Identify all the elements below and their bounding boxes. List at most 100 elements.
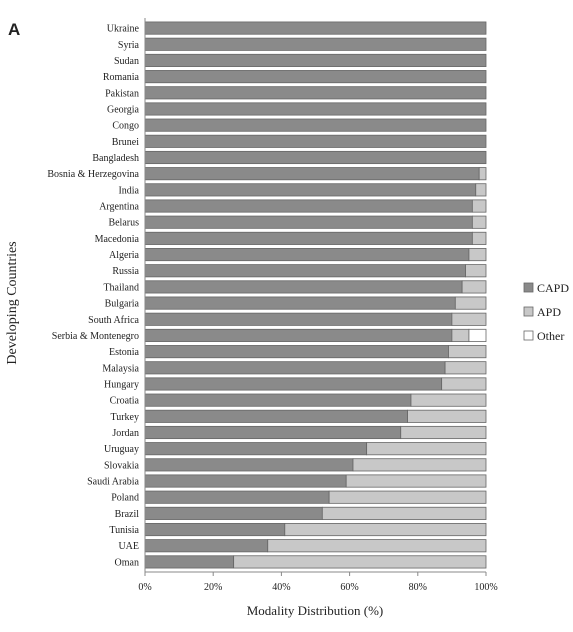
bar-apd-20	[448, 345, 487, 359]
y-tick-label: Turkey	[110, 412, 139, 423]
bar-apd-28	[345, 474, 487, 488]
bar-capd-28	[144, 474, 347, 488]
bar-capd-20	[144, 345, 449, 359]
y-tick-label: UAE	[118, 541, 139, 552]
bar-apd-21	[444, 361, 487, 375]
bar-apd-17	[454, 296, 487, 310]
y-tick-label: Jordan	[112, 428, 139, 439]
bar-apd-10	[475, 183, 487, 197]
bar-capd-7	[144, 134, 487, 148]
bar-capd-27	[144, 458, 354, 472]
bar-capd-25	[144, 425, 402, 440]
y-tick-label: Bangladesh	[92, 153, 139, 164]
bar-capd-30	[144, 506, 323, 520]
legend-label-apd: APD	[537, 305, 561, 319]
bar-capd-16	[144, 280, 463, 294]
y-tick-label: Croatia	[110, 396, 140, 407]
y-tick-label: Sudan	[114, 56, 139, 67]
bar-capd-21	[144, 361, 446, 375]
y-tick-label: Slovakia	[104, 460, 140, 471]
y-tick-label: Hungary	[104, 379, 139, 390]
bar-capd-29	[144, 490, 330, 504]
y-tick-label: Ukraine	[107, 24, 140, 35]
bar-apd-14	[468, 248, 487, 262]
bar-capd-14	[144, 248, 470, 262]
legend-label-capd: CAPD	[537, 281, 569, 295]
y-tick-label: Tunisia	[109, 525, 139, 536]
bar-apd-13	[471, 231, 487, 245]
axis-layer: Ukraine Syria Sudan Romania Pakistan Georgia C…	[47, 18, 498, 593]
y-tick-label: Argentina	[99, 202, 139, 213]
y-tick-label: Saudi Arabia	[87, 477, 139, 488]
y-tick-label: Romania	[103, 72, 140, 83]
legend-swatch-other	[523, 330, 534, 341]
bar-capd-4	[144, 86, 487, 100]
y-tick-label: Russia	[112, 266, 139, 277]
bar-capd-2	[144, 53, 487, 67]
y-tick-label: Thailand	[103, 282, 139, 293]
bar-apd-18	[451, 312, 487, 326]
bar-capd-6	[144, 118, 487, 132]
bar-capd-17	[144, 296, 456, 310]
bar-apd-15	[465, 264, 487, 278]
x-tick-label: 0%	[138, 582, 151, 593]
bar-apd-27	[352, 458, 487, 472]
y-tick-label: Serbia & Montenegro	[52, 331, 139, 342]
legend-label-other: Other	[537, 329, 564, 343]
bar-apd-22	[441, 377, 487, 391]
bar-capd-12	[144, 215, 473, 229]
bar-capd-10	[144, 183, 477, 197]
legend-swatch-capd	[523, 282, 534, 293]
y-tick-label: India	[118, 185, 139, 196]
bar-apd-12	[471, 215, 487, 229]
y-tick-label: Brazil	[115, 509, 140, 520]
panel-label: A	[8, 20, 20, 39]
x-tick-label: 40%	[272, 582, 290, 593]
bar-capd-11	[144, 199, 473, 213]
bar-capd-1	[144, 37, 487, 51]
bar-apd-29	[328, 490, 487, 504]
x-axis-title: Modality Distribution (%)	[247, 603, 384, 618]
bar-apd-31	[284, 523, 487, 537]
y-tick-label: Belarus	[108, 218, 139, 229]
bar-apd-19	[451, 328, 470, 342]
y-tick-label: South Africa	[88, 315, 139, 326]
legend-swatch-apd	[523, 306, 534, 317]
bar-capd-22	[144, 377, 443, 391]
bar-capd-19	[144, 328, 453, 342]
bar-apd-33	[233, 555, 487, 569]
y-tick-label: Bulgaria	[105, 299, 140, 310]
bar-apd-23	[410, 393, 487, 407]
bar-apd-26	[366, 442, 487, 456]
bar-capd-3	[144, 70, 487, 84]
y-tick-label: Uruguay	[104, 444, 139, 455]
x-tick-label: 100%	[474, 582, 497, 593]
bar-capd-18	[144, 312, 453, 326]
bar-apd-32	[267, 539, 487, 553]
bar-capd-24	[144, 409, 408, 423]
y-tick-label: Pakistan	[105, 88, 139, 99]
bar-capd-31	[144, 523, 286, 537]
legend: CAPD APD Other	[523, 281, 569, 343]
bar-apd-25	[400, 425, 487, 440]
bar-capd-23	[144, 393, 412, 407]
bar-apd-16	[461, 280, 487, 294]
x-tick-label: 20%	[204, 582, 222, 593]
y-tick-label: Algeria	[109, 250, 140, 261]
bar-capd-0	[144, 21, 487, 35]
bar-capd-8	[144, 150, 487, 165]
bar-capd-9	[144, 167, 480, 181]
bar-capd-13	[144, 231, 473, 245]
bar-capd-26	[144, 442, 368, 456]
y-tick-label: Estonia	[109, 347, 140, 358]
bar-apd-30	[321, 506, 487, 520]
y-tick-label: Georgia	[107, 104, 140, 115]
y-tick-label: Bosnia & Herzegovina	[47, 169, 139, 180]
bar-capd-15	[144, 264, 466, 278]
y-tick-label: Brunei	[112, 137, 139, 148]
bar-capd-5	[144, 102, 487, 116]
bar-apd-9	[478, 167, 487, 181]
y-tick-label: Syria	[118, 40, 140, 51]
bar-capd-33	[144, 555, 235, 569]
